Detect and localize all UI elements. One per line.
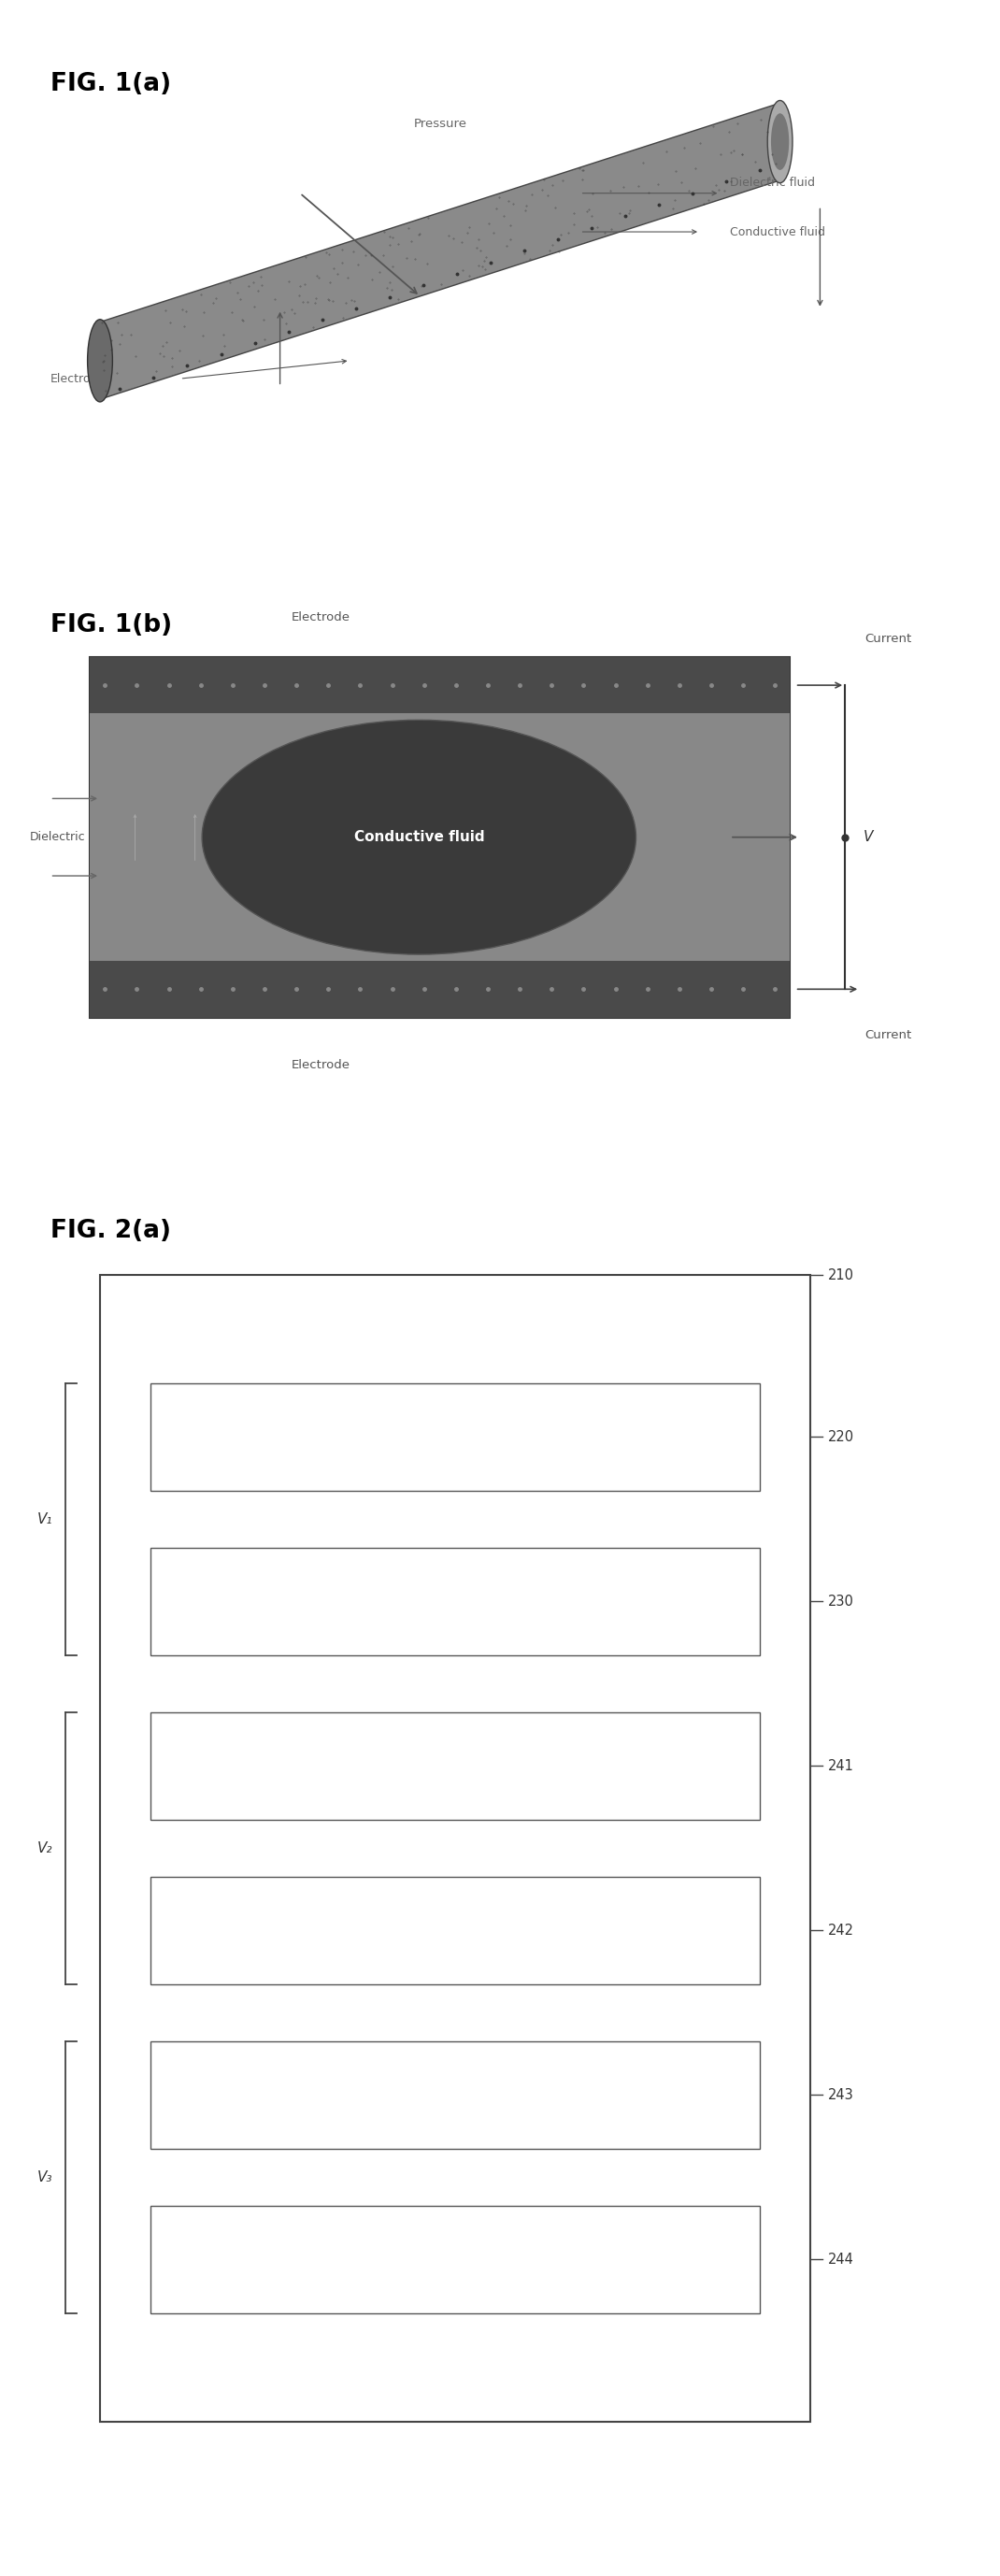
FancyBboxPatch shape	[90, 657, 790, 714]
Text: Electrode: Electrode	[292, 1059, 350, 1072]
Text: 244: 244	[828, 2251, 854, 2267]
Text: FIG. 1(a): FIG. 1(a)	[50, 72, 171, 95]
FancyBboxPatch shape	[90, 657, 790, 1018]
Text: 241: 241	[828, 1759, 854, 1772]
FancyBboxPatch shape	[150, 1875, 760, 1984]
Text: Conductive fluid: Conductive fluid	[354, 829, 484, 845]
Text: 210: 210	[828, 1267, 854, 1283]
Text: FIG. 1(b): FIG. 1(b)	[50, 613, 172, 636]
Text: 230: 230	[828, 1595, 854, 1607]
Text: V₃: V₃	[38, 2169, 53, 2184]
Text: V₂: V₂	[38, 1842, 53, 1855]
Text: Dielectric fluid: Dielectric fluid	[730, 178, 815, 188]
Text: Current: Current	[865, 634, 912, 644]
Text: 242: 242	[828, 1924, 854, 1937]
Text: Electrode: Electrode	[292, 611, 350, 623]
Text: Current: Current	[865, 1030, 912, 1041]
Ellipse shape	[88, 319, 112, 402]
Text: Electrodes: Electrodes	[50, 374, 111, 384]
FancyBboxPatch shape	[150, 1713, 760, 1821]
FancyBboxPatch shape	[100, 1275, 810, 2421]
Text: Pressure: Pressure	[413, 118, 467, 129]
Ellipse shape	[771, 113, 789, 170]
FancyBboxPatch shape	[90, 714, 790, 961]
Text: V₁: V₁	[38, 1512, 53, 1528]
Polygon shape	[100, 103, 780, 399]
Text: 243: 243	[828, 2089, 854, 2102]
FancyBboxPatch shape	[150, 2205, 760, 2313]
FancyBboxPatch shape	[150, 1383, 760, 1492]
FancyBboxPatch shape	[150, 2040, 760, 2148]
Ellipse shape	[202, 719, 636, 953]
Text: FIG. 2(a): FIG. 2(a)	[50, 1218, 171, 1242]
Text: Dielectric: Dielectric	[29, 832, 85, 842]
FancyBboxPatch shape	[90, 961, 790, 1018]
Text: Conductive fluid: Conductive fluid	[730, 227, 825, 237]
FancyBboxPatch shape	[150, 1548, 760, 1656]
Ellipse shape	[768, 100, 793, 183]
Text: 220: 220	[828, 1430, 854, 1445]
Text: V: V	[863, 829, 873, 845]
